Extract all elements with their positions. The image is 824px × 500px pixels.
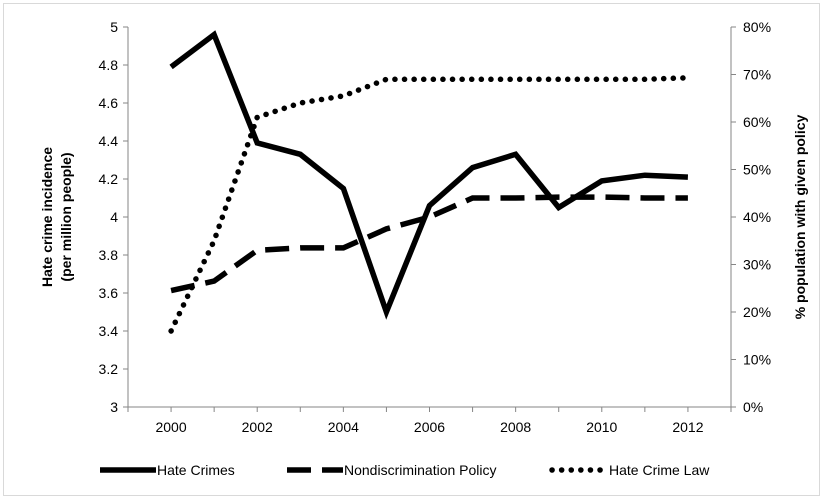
- x-tick-label: 2006: [414, 419, 445, 435]
- left-tick-label: 4.8: [99, 57, 119, 73]
- left-tick-label: 3.8: [99, 247, 119, 263]
- left-tick-label: 3.2: [99, 361, 119, 377]
- left-tick-label: 4.6: [99, 95, 119, 111]
- right-tick-label: 30%: [743, 257, 771, 273]
- left-tick-label: 3.4: [99, 323, 119, 339]
- series-line-hate-crimes: [169, 30, 689, 320]
- x-tick-label: 2004: [328, 419, 359, 435]
- right-tick-label: 60%: [743, 114, 771, 130]
- legend-label: Hate Crime Law: [609, 462, 710, 478]
- left-tick-label: 4.2: [99, 171, 119, 187]
- left-tick-label: 4: [110, 209, 118, 225]
- right-tick-label: 0%: [743, 399, 763, 415]
- right-tick-label: 50%: [743, 162, 771, 178]
- left-tick-label: 3: [110, 399, 118, 415]
- chart-frame: [3, 3, 820, 496]
- x-tick-label: 2012: [672, 419, 703, 435]
- left-tick-label: 5: [110, 19, 118, 35]
- legend-label: Nondiscrimination Policy: [344, 462, 497, 478]
- x-tick-label: 2002: [242, 419, 273, 435]
- right-tick-label: 10%: [743, 352, 771, 368]
- right-tick-label: 70%: [743, 67, 771, 83]
- x-tick-label: 2008: [500, 419, 531, 435]
- series-line-hate-crime-law: [168, 75, 691, 334]
- left-tick-label: 4.4: [99, 133, 119, 149]
- right-axis-title: % population with given policy: [792, 115, 808, 320]
- x-tick-label: 2000: [155, 419, 186, 435]
- left-tick-label: 3.6: [99, 285, 119, 301]
- right-tick-label: 40%: [743, 209, 771, 225]
- right-tick-label: 20%: [743, 304, 771, 320]
- right-tick-label: 80%: [743, 19, 771, 35]
- left-axis-title: Hate crime incidence (per million people): [39, 147, 74, 287]
- left-axis-title-line: (per million people): [58, 152, 74, 281]
- x-tick-label: 2010: [586, 419, 617, 435]
- left-axis-title-line: Hate crime incidence: [39, 147, 55, 287]
- legend-label: Hate Crimes: [157, 462, 235, 478]
